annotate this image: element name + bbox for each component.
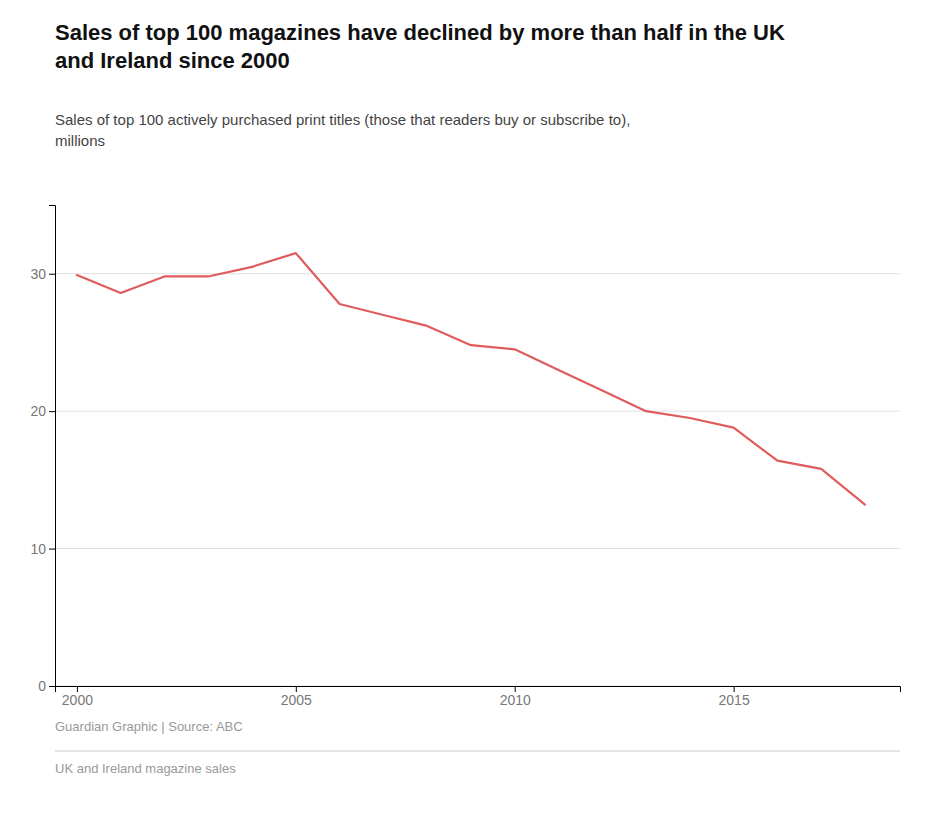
y-tick-label: 0 — [38, 678, 46, 694]
grid-line — [55, 273, 900, 274]
y-tick: 10 — [30, 541, 55, 557]
chart: Sales of top 100 magazines have declined… — [0, 0, 936, 821]
y-tick-label: 10 — [30, 541, 46, 557]
x-tick: 2005 — [281, 686, 312, 708]
x-tick: 2000 — [62, 686, 93, 708]
subtitle: Sales of top 100 actively purchased prin… — [55, 111, 630, 149]
y-tick-label: 20 — [30, 403, 46, 419]
y-axis-line — [49, 206, 56, 687]
x-axis: 2000 2005 2010 2015 — [56, 686, 901, 708]
text-line: and Ireland since 2000 — [55, 48, 290, 73]
grid — [55, 274, 900, 686]
text-line: millions — [55, 132, 105, 149]
footer-source: Guardian Graphic | Source: ABC — [55, 719, 243, 734]
footer-rule — [55, 751, 900, 752]
plot-area: 2000 2005 2010 2015 0 10 20 30 — [30, 206, 900, 708]
y-tick-mark — [49, 411, 55, 412]
x-tick-label: 2015 — [719, 692, 750, 708]
y-tick-label: 30 — [30, 266, 46, 282]
y-tick-mark — [49, 686, 55, 687]
y-tick: 30 — [30, 266, 55, 282]
x-tick-label: 2005 — [281, 692, 312, 708]
marks — [77, 253, 865, 504]
x-tick: 2015 — [719, 686, 750, 708]
x-axis-line — [56, 687, 901, 693]
line — [77, 253, 865, 504]
y-axis: 0 10 20 30 — [30, 206, 55, 694]
y-tick: 20 — [30, 403, 55, 419]
y-tick-mark — [49, 274, 55, 275]
text-line: Sales of top 100 actively purchased prin… — [55, 111, 630, 128]
footer-label: UK and Ireland magazine sales — [55, 761, 236, 776]
y-tick: 0 — [38, 678, 55, 694]
x-tick: 2010 — [500, 686, 531, 708]
y-tick-mark — [49, 549, 55, 550]
title: Sales of top 100 magazines have declined… — [55, 20, 785, 73]
x-tick-label: 2000 — [62, 692, 93, 708]
grid-line — [55, 548, 900, 549]
text-line: Sales of top 100 magazines have declined… — [55, 20, 785, 45]
x-tick-label: 2010 — [500, 692, 531, 708]
grid-line — [55, 411, 900, 412]
